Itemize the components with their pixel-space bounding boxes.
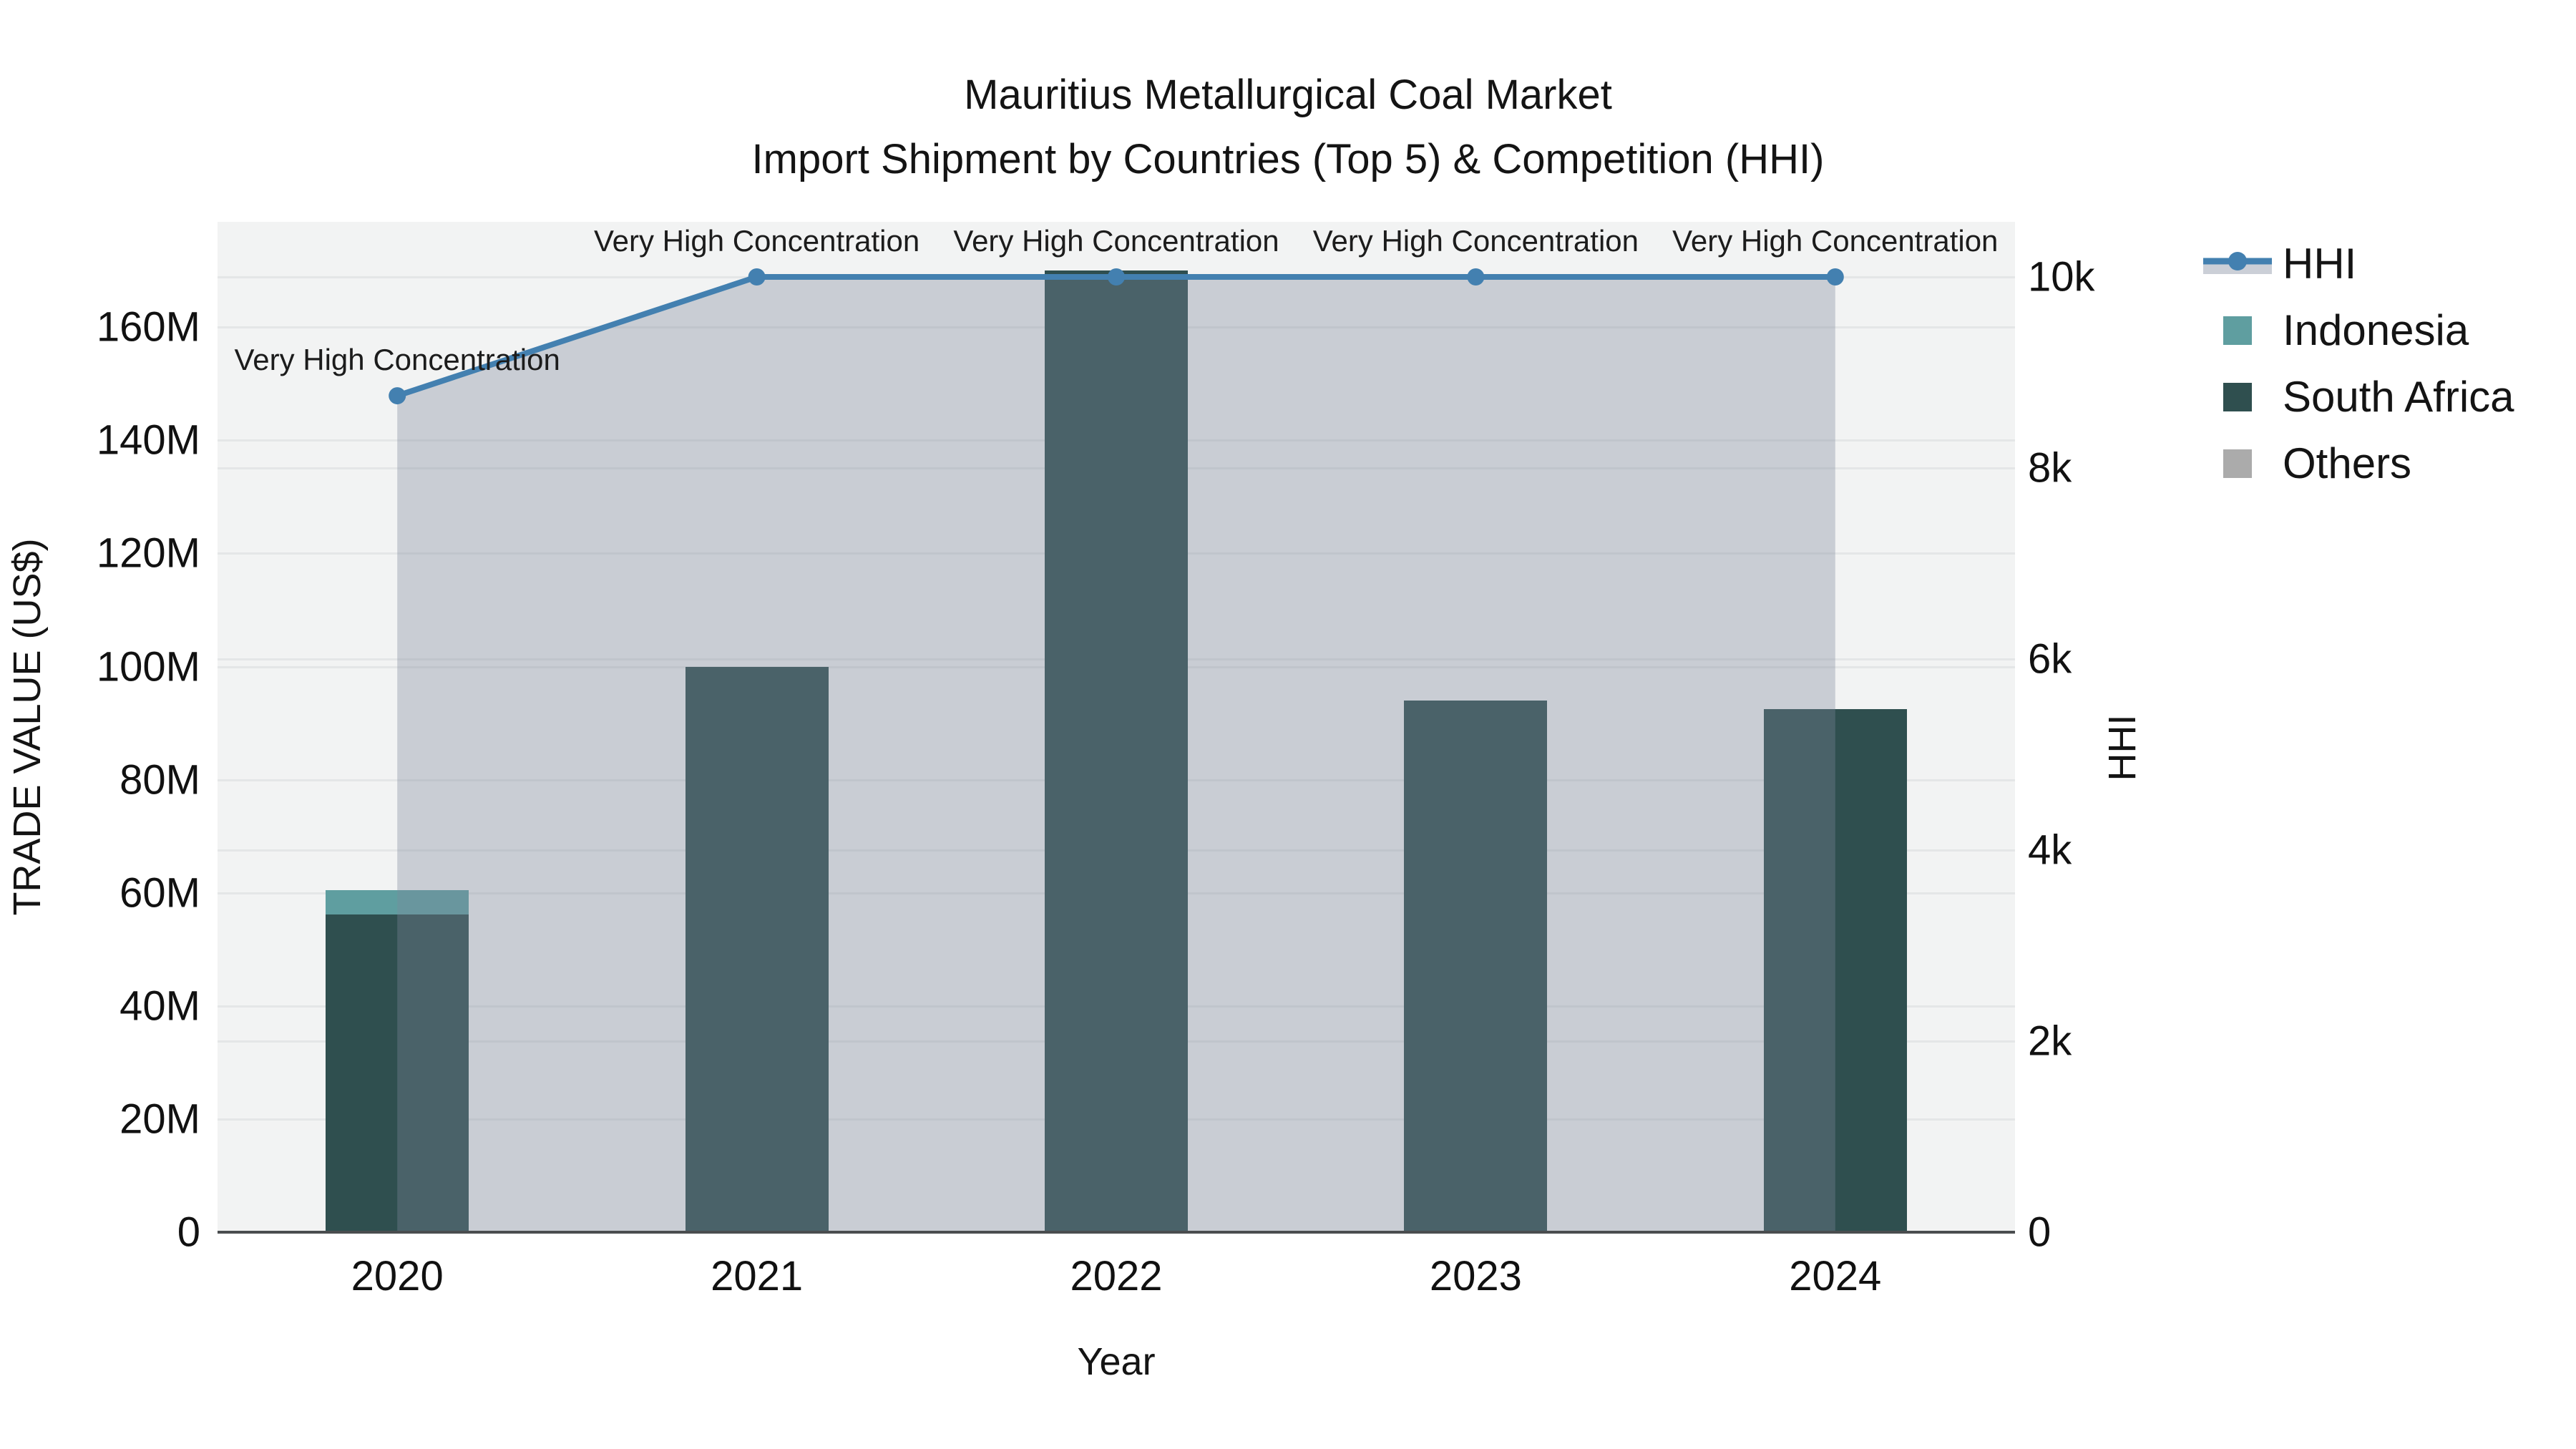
- swatch-south-africa: [2223, 382, 2252, 411]
- hhi-marker-2020[interactable]: [389, 387, 406, 405]
- hhi-area-fill: [397, 277, 1835, 1232]
- annotation-2024: Very High Concentration: [1672, 224, 1999, 258]
- swatch-others: [2223, 449, 2252, 478]
- bar-2022-south-africa[interactable]: [1045, 270, 1188, 1232]
- annotation-2022: Very High Concentration: [953, 224, 1279, 258]
- left-tick-20M: 20M: [119, 1096, 200, 1143]
- left-tick-100M: 100M: [96, 643, 200, 690]
- right-tick-0: 0: [2028, 1209, 2051, 1256]
- right-tick-6k: 6k: [2028, 635, 2072, 683]
- annotation-2021: Very High Concentration: [593, 224, 920, 258]
- bar-2020-south-africa[interactable]: [326, 914, 469, 1232]
- legend-label-south-africa: South Africa: [2283, 373, 2514, 421]
- hhi-line-layer: [389, 268, 1844, 1232]
- legend-swatch-icon: [2198, 316, 2277, 345]
- legend-swatch-icon: [2198, 449, 2277, 478]
- chart-title: Mauritius Metallurgical Coal Market Impo…: [0, 63, 2576, 192]
- left-tick-120M: 120M: [96, 530, 200, 577]
- swatch-indonesia: [2223, 316, 2252, 345]
- chart-title-line2: Import Shipment by Countries (Top 5) & C…: [751, 136, 1825, 182]
- legend-item-indonesia[interactable]: Indonesia: [2198, 297, 2514, 364]
- x-tick-2021: 2021: [711, 1253, 804, 1299]
- left-tick-40M: 40M: [119, 982, 200, 1030]
- right-tick-2k: 2k: [2028, 1018, 2072, 1065]
- chart-title-line1: Mauritius Metallurgical Coal Market: [964, 72, 1612, 118]
- legend-swatch-icon: [2198, 382, 2277, 411]
- legend-label-indonesia: Indonesia: [2283, 306, 2469, 354]
- hhi-legend-symbol: [2203, 251, 2272, 274]
- annotation-2020: Very High Concentration: [234, 343, 560, 377]
- left-tick-140M: 140M: [96, 416, 200, 464]
- bar-2021-south-africa[interactable]: [685, 666, 829, 1232]
- right-tick-10k: 10k: [2028, 253, 2095, 301]
- right-axis-title: HHI: [2101, 714, 2144, 781]
- legend-label-others: Others: [2283, 439, 2412, 487]
- right-tick-4k: 4k: [2028, 826, 2072, 874]
- right-tick-8k: 8k: [2028, 444, 2072, 492]
- bar-2024-south-africa[interactable]: [1763, 708, 1907, 1232]
- plot-area: Very High Concentration Very High Concent…: [218, 222, 2015, 1232]
- x-axis-title: Year: [1077, 1340, 1156, 1383]
- legend: HHI Indonesia South Africa Others: [2198, 230, 2514, 497]
- left-tick-60M: 60M: [119, 869, 200, 917]
- legend-item-south-africa[interactable]: South Africa: [2198, 364, 2514, 430]
- hhi-line-legend-icon: [2198, 247, 2277, 281]
- legend-item-hhi[interactable]: HHI: [2198, 230, 2514, 297]
- hhi-marker-2021[interactable]: [748, 268, 766, 286]
- x-tick-2020: 2020: [351, 1253, 444, 1299]
- x-tick-2024: 2024: [1789, 1253, 1882, 1299]
- bar-2020-indonesia[interactable]: [326, 889, 469, 914]
- annotation-2023: Very High Concentration: [1312, 224, 1639, 258]
- hhi-marker-2024[interactable]: [1826, 268, 1844, 286]
- left-tick-160M: 160M: [96, 303, 200, 351]
- x-tick-2022: 2022: [1070, 1253, 1163, 1299]
- left-tick-80M: 80M: [119, 756, 200, 804]
- x-axis-line: [218, 1231, 2015, 1234]
- legend-label-hhi: HHI: [2283, 240, 2357, 288]
- hhi-marker-2022[interactable]: [1108, 268, 1125, 286]
- hhi-marker-2023[interactable]: [1467, 268, 1485, 286]
- left-axis-title: TRADE VALUE (US$): [6, 538, 49, 916]
- left-tick-0: 0: [177, 1209, 200, 1256]
- legend-item-others[interactable]: Others: [2198, 430, 2514, 497]
- x-tick-2023: 2023: [1429, 1253, 1522, 1299]
- bar-2023-south-africa[interactable]: [1404, 700, 1548, 1232]
